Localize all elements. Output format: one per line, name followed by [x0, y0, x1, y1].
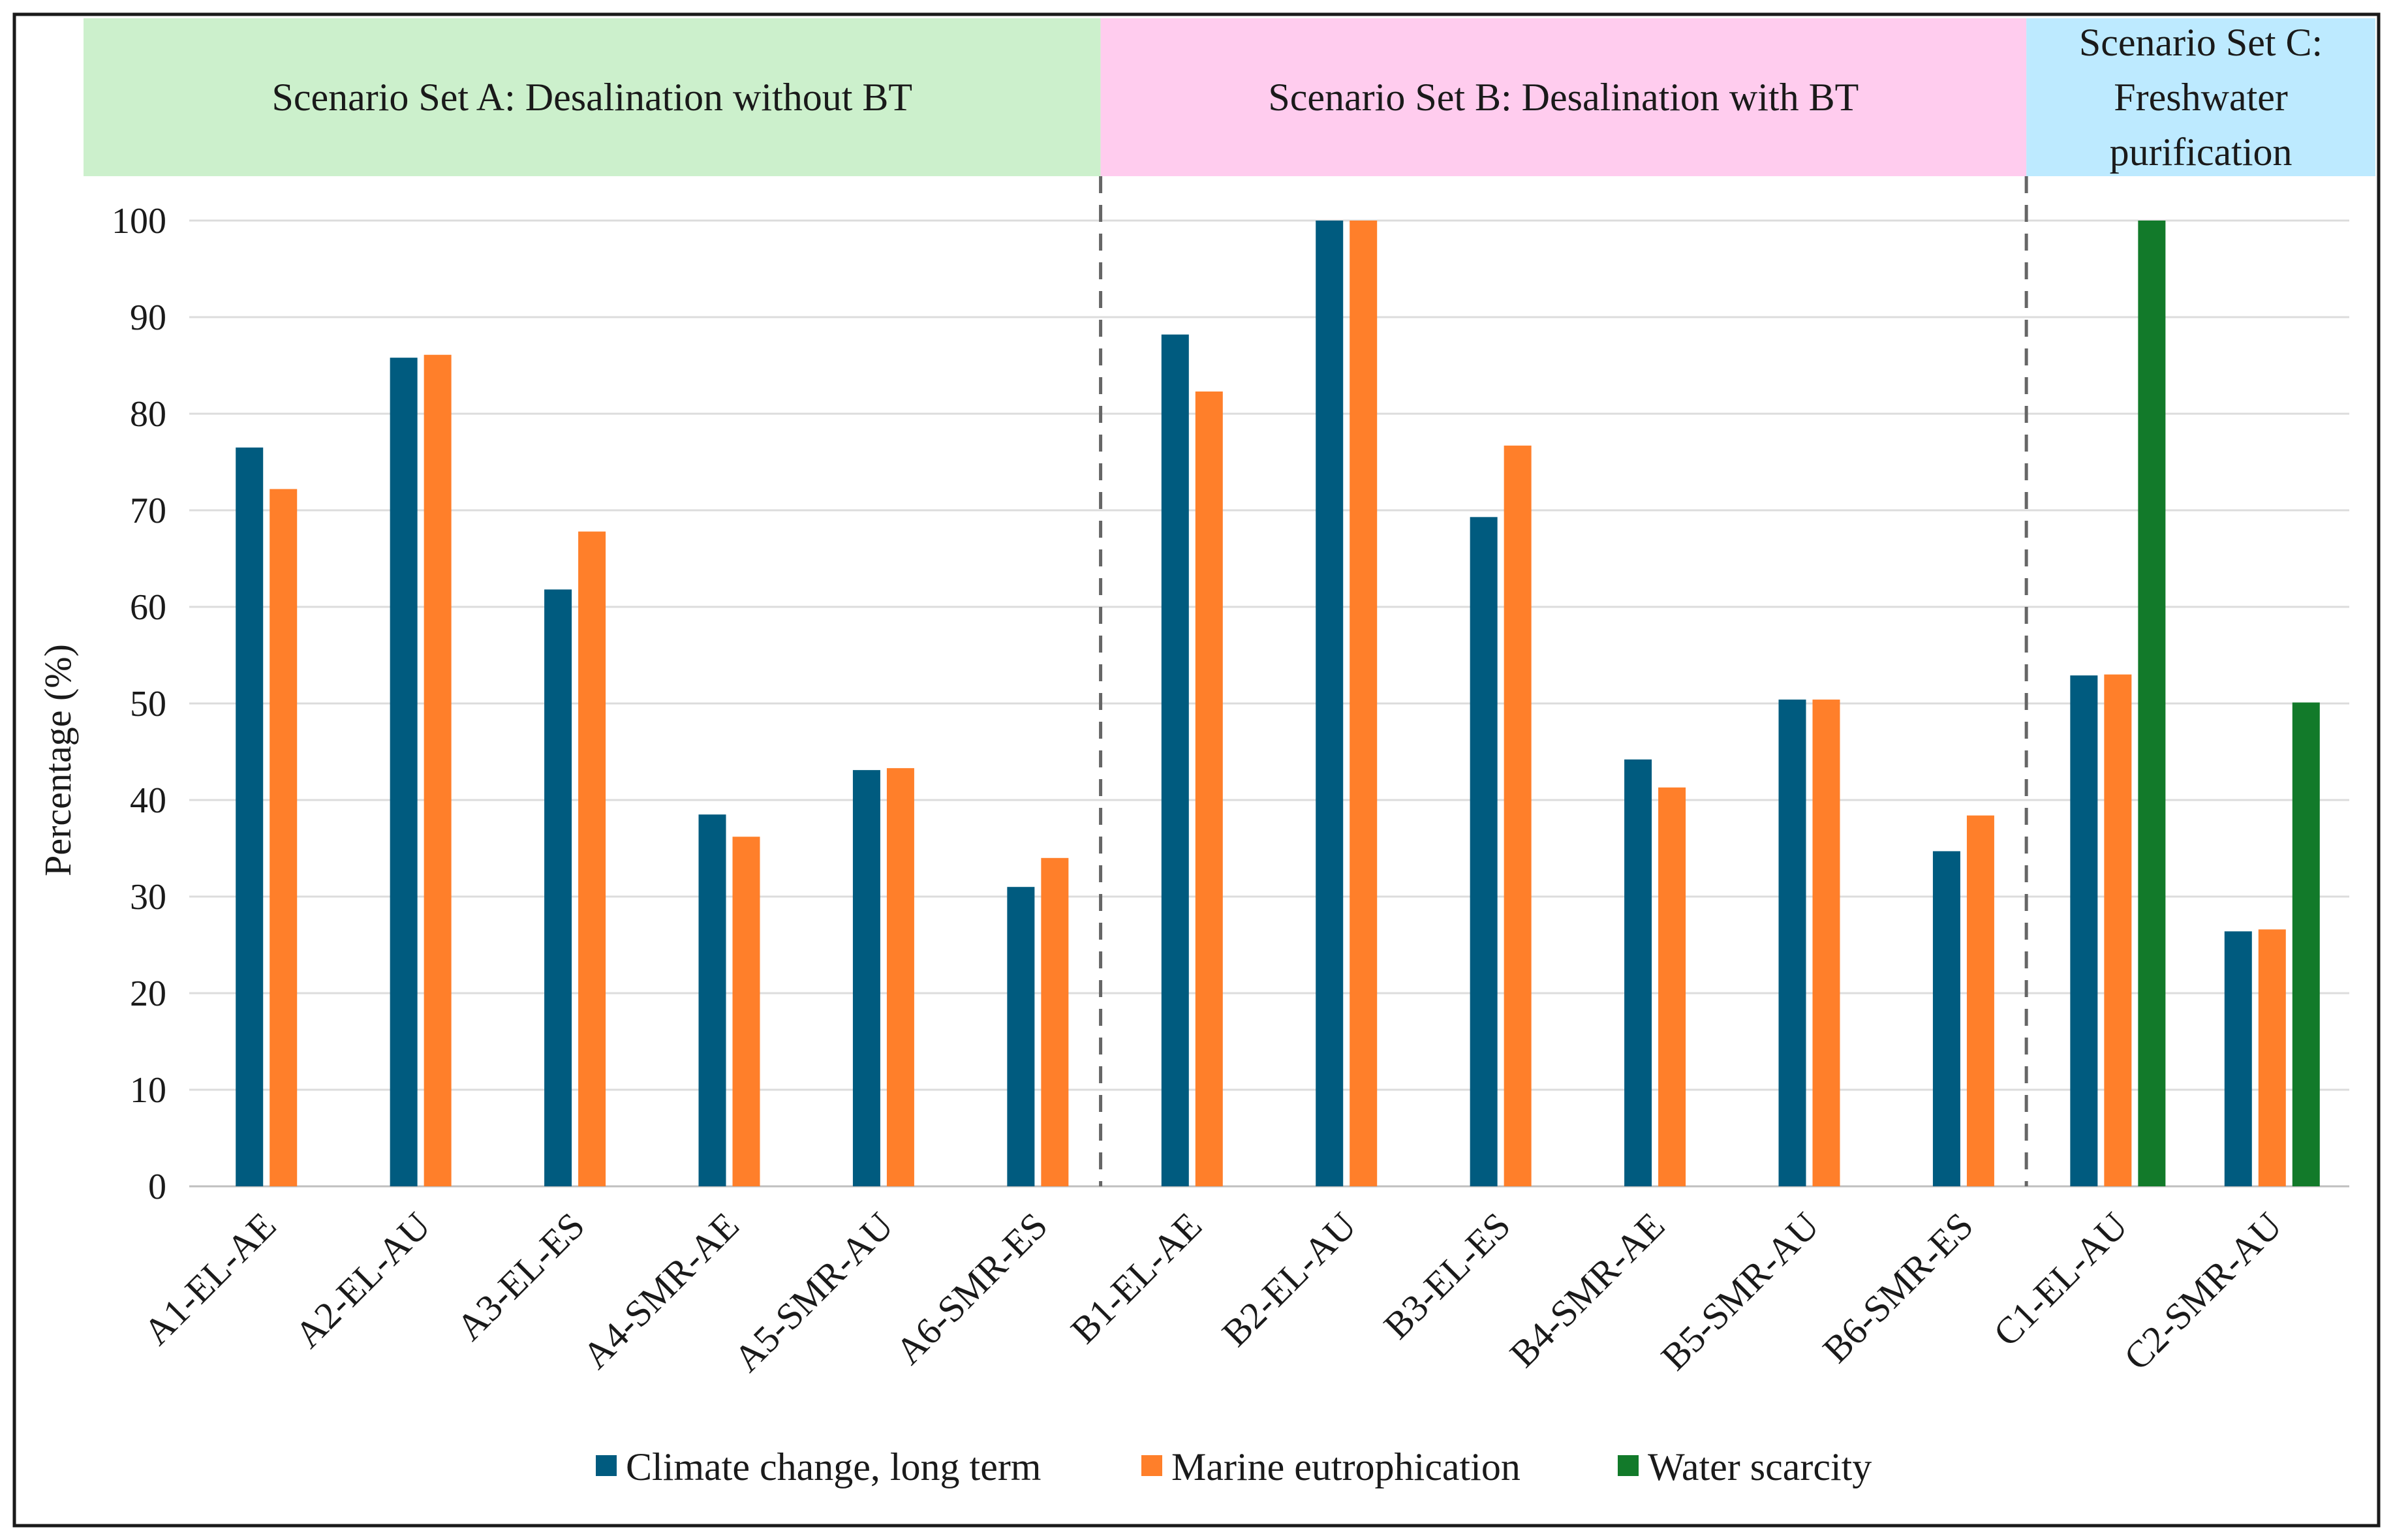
y-tick-label: 40: [130, 780, 166, 821]
bar-c2-smr-au-marine-eutrophication: [2258, 929, 2286, 1186]
y-tick-label: 0: [148, 1167, 166, 1207]
y-tick-label: 100: [112, 201, 166, 241]
bar-c2-smr-au-climate-change-long-term: [2224, 931, 2252, 1186]
y-tick-label: 60: [130, 587, 166, 628]
y-tick-label: 70: [130, 491, 166, 531]
bar-a2-el-au-marine-eutrophication: [424, 354, 452, 1186]
x-axis-categories: A1-EL-AE A2-EL-AU A3-EL-ESA4-SMR-AEA5-SMR-…: [135, 1204, 2290, 1379]
x-category-label: B3-EL-ES: [1376, 1204, 1519, 1347]
bar-a6-smr-es-marine-eutrophication: [1041, 857, 1069, 1186]
bar-c1-el-au-marine-eutrophication: [2104, 674, 2132, 1186]
y-axis-ticks: 0 10 20 30 40 50 60 70 80 90 100: [112, 201, 166, 1207]
bars: [236, 221, 2320, 1187]
scenario-band-title: purification: [2110, 131, 2293, 174]
bar-c1-el-au-climate-change-long-term: [2070, 675, 2098, 1186]
bar-b5-smr-au-climate-change-long-term: [1778, 700, 1806, 1186]
y-tick-label: 30: [130, 877, 166, 917]
scenario-band-title: Scenario Set A: Desalination without BT: [272, 76, 913, 119]
legend-swatch: [1141, 1455, 1162, 1476]
x-category-label: A3-EL-ES: [448, 1204, 593, 1348]
x-category-label: B4-SMR-AE: [1502, 1204, 1673, 1375]
scenario-band-c: [2026, 18, 2375, 176]
legend-swatch: [596, 1455, 617, 1476]
bar-b5-smr-au-marine-eutrophication: [1812, 700, 1840, 1186]
x-category-label: B6-SMR-ES: [1814, 1204, 1981, 1371]
x-category-label: A2-EL-AU: [286, 1204, 439, 1356]
bar-b1-el-ae-marine-eutrophication: [1195, 391, 1223, 1187]
y-tick-label: 80: [130, 394, 166, 435]
x-category-label: A6-SMR-ES: [888, 1204, 1056, 1372]
bar-b6-smr-es-marine-eutrophication: [1966, 815, 1994, 1186]
scenario-band-b: [1100, 18, 2027, 176]
scenario-dividers: [1099, 176, 2028, 1186]
bar-c1-el-au-water-scarcity: [2138, 221, 2166, 1186]
x-category-label: B5-SMR-AU: [1653, 1204, 1827, 1378]
scenario-band-a: [84, 18, 1101, 176]
x-category-label: C1-EL-AU: [1985, 1204, 2135, 1354]
scenario-bands: Scenario Set A: Desalination without BT S…: [84, 18, 2375, 176]
bar-a1-el-ae-marine-eutrophication: [270, 489, 298, 1187]
bar-a5-smr-au-marine-eutrophication: [886, 768, 914, 1186]
y-tick-label: 20: [130, 974, 166, 1014]
legend-swatch: [1618, 1455, 1639, 1476]
legend: Climate change, long term Marine eutrophi…: [596, 1445, 1872, 1488]
legend-label: Climate change, long term: [626, 1445, 1041, 1488]
bar-a3-el-es-marine-eutrophication: [578, 531, 606, 1186]
bar-c2-smr-au-water-scarcity: [2292, 702, 2320, 1186]
legend-label: Marine eutrophication: [1171, 1445, 1521, 1488]
bar-a6-smr-es-climate-change-long-term: [1007, 887, 1035, 1186]
bar-b3-el-es-climate-change-long-term: [1470, 517, 1498, 1186]
scenario-band-title: Scenario Set C:: [2079, 21, 2323, 64]
bar-a5-smr-au-climate-change-long-term: [852, 770, 880, 1186]
bar-b3-el-es-marine-eutrophication: [1504, 445, 1532, 1186]
y-tick-label: 10: [130, 1070, 166, 1111]
bar-b4-smr-ae-climate-change-long-term: [1624, 759, 1652, 1186]
x-category-label: A4-SMR-AE: [574, 1204, 747, 1377]
scenario-band-title: Scenario Set B: Desalination with BT: [1268, 76, 1859, 119]
bar-a2-el-au-climate-change-long-term: [390, 358, 418, 1187]
x-category-label: B1-EL-AE: [1062, 1204, 1210, 1351]
bar-a1-el-ae-climate-change-long-term: [236, 447, 264, 1186]
y-axis-label: Percentage (%): [37, 644, 79, 876]
bar-b6-smr-es-climate-change-long-term: [1932, 851, 1960, 1186]
legend-label: Water scarcity: [1648, 1445, 1872, 1488]
x-category-label: A5-SMR-AU: [726, 1204, 901, 1379]
x-category-label: A1-EL-AE: [135, 1204, 284, 1353]
x-category-label: B2-EL-AU: [1214, 1204, 1364, 1354]
x-category-label: C2-SMR-AU: [2116, 1204, 2290, 1378]
bar-a3-el-es-climate-change-long-term: [544, 589, 572, 1186]
bar-b2-el-au-marine-eutrophication: [1350, 221, 1378, 1186]
bar-a4-smr-ae-climate-change-long-term: [698, 814, 726, 1186]
bar-b4-smr-ae-marine-eutrophication: [1658, 787, 1686, 1186]
scenario-band-title: Freshwater: [2114, 76, 2288, 119]
bar-b2-el-au-climate-change-long-term: [1316, 221, 1344, 1186]
bar-a4-smr-ae-marine-eutrophication: [732, 837, 760, 1186]
y-tick-label: 50: [130, 684, 166, 724]
bar-b1-el-ae-climate-change-long-term: [1161, 334, 1189, 1186]
y-tick-label: 90: [130, 298, 166, 338]
